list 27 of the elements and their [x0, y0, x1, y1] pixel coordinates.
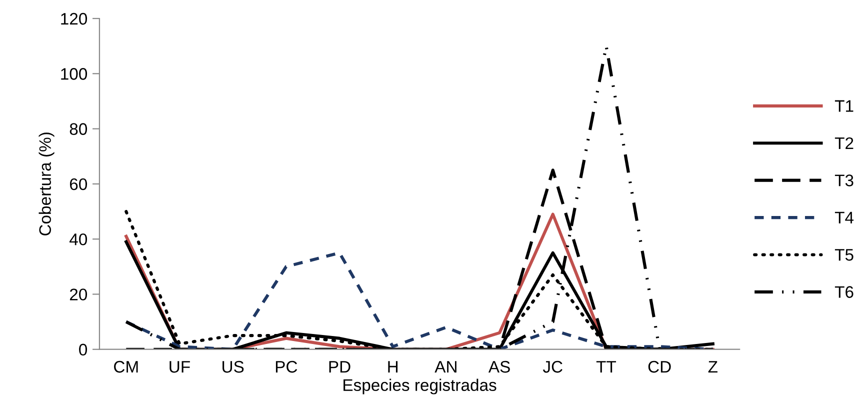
y-tick-label: 20 — [70, 288, 88, 300]
x-tick-label: CM — [114, 360, 138, 373]
y-tick-label: 0 — [79, 344, 88, 356]
x-tick-label: PD — [329, 361, 350, 373]
x-tick-label: CD — [648, 360, 671, 373]
x-tick-label: H — [388, 361, 398, 373]
legend-label: T3 — [834, 174, 854, 186]
x-tick-label: TT — [596, 361, 616, 373]
y-tick-label: 40 — [70, 233, 88, 246]
x-tick-label: PC — [276, 360, 298, 373]
y-axis-title: Cobertura (%) — [38, 132, 54, 236]
y-tick-label: 100 — [61, 68, 88, 80]
x-tick-label: US — [222, 360, 244, 373]
x-tick-label: Z — [708, 361, 718, 373]
y-tick-label: 120 — [61, 12, 88, 25]
x-tick-label: AS — [488, 360, 510, 373]
legend-label: T6 — [834, 286, 854, 298]
legend-label: T4 — [834, 212, 854, 224]
legend-label: T5 — [834, 249, 854, 261]
x-tick-label: JC — [542, 360, 562, 373]
legend-label: T2 — [834, 137, 854, 149]
legend-label: T1 — [834, 100, 854, 112]
y-tick-label: 60 — [70, 178, 88, 190]
y-tick-label: 80 — [70, 123, 88, 135]
x-tick-label: UF — [170, 361, 190, 373]
x-tick-label: AN — [434, 361, 456, 373]
x-axis-title: Especies registradas — [344, 378, 496, 394]
